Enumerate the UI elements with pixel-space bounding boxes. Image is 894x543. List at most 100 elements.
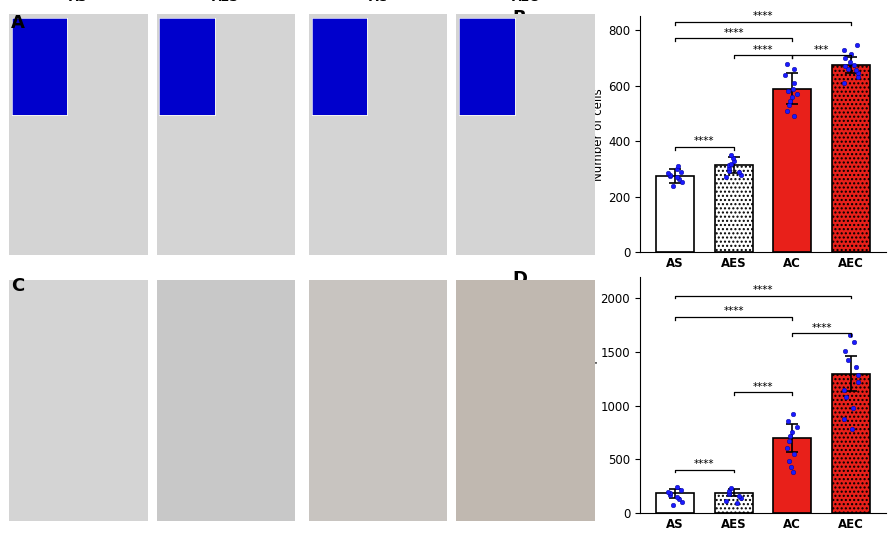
Point (786, 65, 800, 73)
Point (781, 456, 796, 465)
Text: ****: **** (722, 28, 743, 38)
Point (669, 173, 683, 182)
Point (662, 171, 676, 179)
Point (838, 393, 852, 401)
Bar (831, 374, 869, 513)
Point (786, 79, 800, 87)
Point (779, 443, 793, 452)
Bar (831, 65, 869, 252)
Point (782, 97, 797, 105)
Point (849, 378, 864, 387)
Point (784, 84, 798, 93)
Y-axis label: Area of vessle (μm²): Area of vessle (μm²) (584, 335, 597, 455)
Point (674, 177, 688, 186)
Point (850, 69, 864, 78)
Text: AC: AC (368, 0, 387, 4)
Point (721, 166, 736, 175)
Bar (772, 438, 811, 513)
Point (721, 161, 735, 169)
Point (837, 54, 851, 62)
Point (669, 493, 683, 501)
Point (846, 61, 860, 70)
Point (789, 423, 803, 432)
Point (778, 70, 792, 79)
Point (733, 171, 747, 179)
Text: AEC: AEC (511, 0, 539, 4)
Point (836, 386, 850, 394)
Point (780, 87, 794, 96)
Point (780, 416, 794, 425)
Point (789, 90, 803, 98)
Point (730, 168, 745, 176)
Text: ****: **** (752, 285, 772, 295)
Text: AS: AS (69, 0, 88, 4)
Text: ****: **** (694, 136, 713, 146)
Point (719, 497, 733, 506)
Point (848, 363, 862, 371)
Point (836, 45, 850, 54)
Point (836, 414, 850, 423)
Point (674, 498, 688, 507)
Bar (831, 65, 869, 252)
Bar (713, 165, 752, 252)
Point (785, 468, 799, 477)
Point (673, 168, 687, 176)
Point (670, 174, 685, 183)
Bar (655, 493, 694, 513)
Point (848, 66, 862, 75)
Point (661, 169, 675, 178)
Bar (713, 493, 752, 513)
Point (786, 450, 800, 458)
Text: B: B (511, 9, 525, 27)
Point (669, 165, 683, 173)
Point (845, 403, 859, 412)
Point (670, 162, 685, 171)
Point (844, 425, 858, 434)
Bar (713, 165, 752, 252)
Point (662, 490, 676, 499)
Point (721, 163, 735, 172)
Point (839, 355, 854, 364)
Point (846, 338, 860, 347)
Point (786, 112, 800, 121)
Point (721, 488, 735, 497)
Point (722, 484, 737, 493)
Point (662, 172, 676, 180)
Point (730, 491, 745, 500)
Point (783, 92, 797, 101)
Text: C: C (11, 277, 24, 295)
Point (669, 483, 683, 492)
Text: AES: AES (212, 0, 240, 4)
Text: ***: *** (813, 45, 829, 55)
Point (849, 41, 864, 50)
Point (733, 494, 747, 502)
Text: ****: **** (722, 306, 743, 317)
Point (783, 463, 797, 471)
Text: D: D (511, 270, 527, 288)
Text: ****: **** (752, 45, 772, 55)
Point (842, 331, 856, 339)
Bar (772, 89, 811, 252)
Point (850, 370, 864, 379)
Bar (831, 374, 869, 513)
Point (661, 487, 675, 496)
Text: A: A (11, 14, 25, 31)
Point (842, 58, 856, 66)
Text: ****: **** (752, 11, 772, 21)
Point (662, 489, 676, 497)
Point (729, 499, 743, 508)
Text: ****: **** (694, 459, 713, 469)
Point (722, 151, 737, 160)
Point (721, 490, 736, 498)
Point (665, 500, 679, 509)
Point (726, 156, 740, 165)
Point (836, 79, 850, 87)
Y-axis label: Number of cells: Number of cells (592, 88, 604, 181)
Point (673, 485, 687, 494)
Point (839, 65, 854, 73)
Point (782, 432, 797, 440)
Point (784, 410, 798, 419)
Point (837, 346, 851, 355)
Text: ****: **** (811, 323, 831, 332)
Point (780, 59, 794, 68)
